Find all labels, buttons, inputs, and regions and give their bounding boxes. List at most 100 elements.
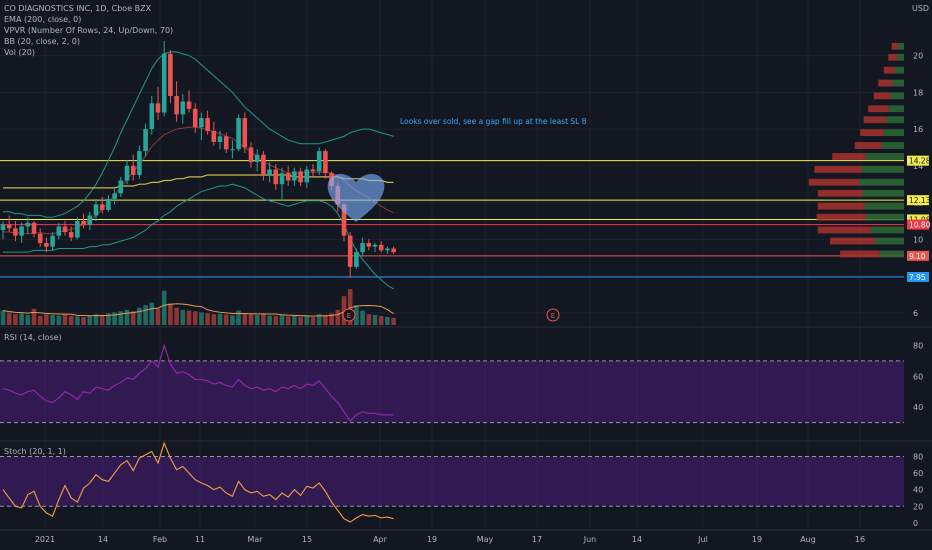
price-levels	[0, 160, 904, 278]
stoch-tick-label: 40	[913, 486, 923, 495]
vpvr-up-bar	[865, 153, 904, 160]
volume-bar	[217, 313, 223, 325]
vpvr-up-bar	[859, 178, 904, 186]
candle-body	[261, 154, 266, 175]
vpvr-down-bar	[816, 213, 866, 221]
indicator-bb[interactable]: BB (20, close, 2, 0)	[4, 37, 80, 46]
vpvr-up-bar	[881, 142, 904, 149]
bollinger-bands	[3, 51, 394, 290]
volume-bar	[329, 313, 334, 325]
level-price-tag	[907, 219, 929, 230]
volume-bar	[130, 311, 136, 325]
volume-bar	[366, 314, 372, 325]
level-price-tag	[907, 271, 929, 282]
candle-body	[81, 220, 86, 225]
candle-body	[316, 151, 322, 172]
price-tick-label: 18	[913, 88, 923, 97]
volume-bar	[75, 316, 80, 325]
vpvr-up-bar	[886, 116, 904, 124]
volume-bar	[310, 317, 316, 325]
vpvr-down-bar	[891, 42, 899, 50]
volume-bar	[155, 308, 161, 325]
candle-body	[354, 252, 359, 267]
volume-bar	[143, 305, 148, 325]
volume-bar	[267, 315, 272, 325]
candle-body	[285, 173, 291, 181]
volume-bar	[261, 314, 266, 325]
vpvr-down-bar	[817, 202, 865, 210]
candle-body	[137, 151, 142, 175]
stoch-title[interactable]: Stoch (20, 1, 1)	[4, 447, 66, 456]
candle-body	[254, 154, 260, 163]
indicator-panes	[0, 343, 904, 523]
price-tick-label: 10	[913, 235, 923, 244]
heart-icon	[327, 173, 385, 222]
candle-body	[56, 226, 62, 236]
candle-body	[267, 169, 272, 175]
vpvr-up-bar	[870, 226, 904, 234]
volume-bars	[0, 289, 396, 325]
time-tick-label: 19	[427, 535, 437, 544]
vpvr-up-bar	[861, 165, 904, 173]
indicator-ema[interactable]: EMA (200, close, 0)	[4, 15, 82, 24]
candle-body	[130, 165, 136, 175]
candle-body	[37, 233, 43, 243]
volume-bar	[223, 314, 229, 325]
candle-body	[13, 228, 18, 236]
level-price-label: 14.28	[909, 157, 931, 166]
volume-bar	[19, 313, 24, 325]
vpvr-down-bar	[814, 165, 862, 173]
stoch-line	[2, 441, 394, 523]
volume-bar	[248, 314, 254, 325]
time-tick-label: 11	[195, 535, 205, 544]
volume-bar	[112, 312, 117, 325]
volume-bar	[31, 308, 37, 325]
indicator-vpvr[interactable]: VPVR (Number Of Rows, 24, Up/Down, 70)	[4, 26, 174, 35]
candle-body	[323, 151, 328, 174]
vpvr-down-bar	[883, 66, 896, 74]
volume-bar	[37, 316, 43, 325]
volume-bar	[292, 315, 297, 325]
bb-lower-line	[3, 183, 394, 290]
vpvr-up-bar	[897, 53, 904, 61]
time-tick-label: 16	[855, 535, 865, 544]
vpvr-up-bar	[879, 250, 904, 258]
volume-bar	[62, 314, 68, 325]
time-tick-label: Mar	[247, 535, 263, 544]
vpvr-down-bar	[878, 79, 893, 87]
volume-bar	[186, 310, 192, 325]
price-tick-label: 6	[913, 309, 918, 318]
candle-body	[50, 235, 55, 247]
rsi-title[interactable]: RSI (14, close)	[4, 333, 62, 342]
vpvr-up-bar	[895, 66, 904, 74]
volume-bar	[354, 305, 359, 325]
candle-body	[106, 198, 111, 210]
candle-body	[347, 235, 353, 267]
symbol-title: CO DIAGNOSTICS INC, 1D, Cboe BZX	[4, 4, 152, 13]
time-tick-label: 14	[632, 535, 642, 544]
volume-bar	[44, 314, 49, 325]
candle-body	[378, 244, 384, 251]
volume-bar	[118, 311, 124, 325]
volume-bar	[87, 315, 93, 325]
vpvr-down-bar	[868, 105, 889, 113]
candle-body	[174, 95, 179, 115]
candle-body	[25, 222, 31, 227]
candle-body	[211, 130, 217, 142]
stoch-tick-label: 60	[913, 469, 923, 478]
candle-body	[372, 244, 378, 247]
rsi-tick-label: 40	[913, 403, 923, 412]
volume-bar	[50, 314, 55, 325]
candle-body	[62, 226, 68, 232]
rsi-band	[0, 360, 904, 423]
time-tick-label: Jul	[697, 535, 708, 544]
candle-body	[161, 53, 167, 113]
heart-shape	[327, 173, 385, 222]
earnings-marker-icon	[342, 308, 356, 322]
volume-bar	[279, 314, 285, 325]
stoch-band	[0, 456, 904, 507]
level-price-tag	[907, 195, 929, 206]
indicator-vol[interactable]: Vol (20)	[4, 48, 35, 57]
